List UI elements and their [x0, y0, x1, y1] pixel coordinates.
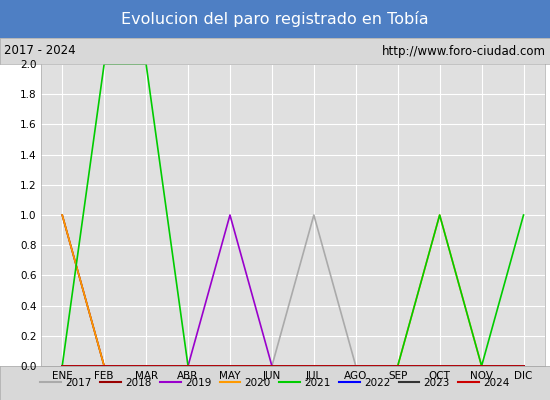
Text: 2017 - 2024: 2017 - 2024 [4, 44, 76, 58]
Legend: 2017, 2018, 2019, 2020, 2021, 2022, 2023, 2024: 2017, 2018, 2019, 2020, 2021, 2022, 2023… [36, 374, 514, 392]
Text: http://www.foro-ciudad.com: http://www.foro-ciudad.com [382, 44, 546, 58]
Text: Evolucion del paro registrado en Tobía: Evolucion del paro registrado en Tobía [121, 11, 429, 27]
